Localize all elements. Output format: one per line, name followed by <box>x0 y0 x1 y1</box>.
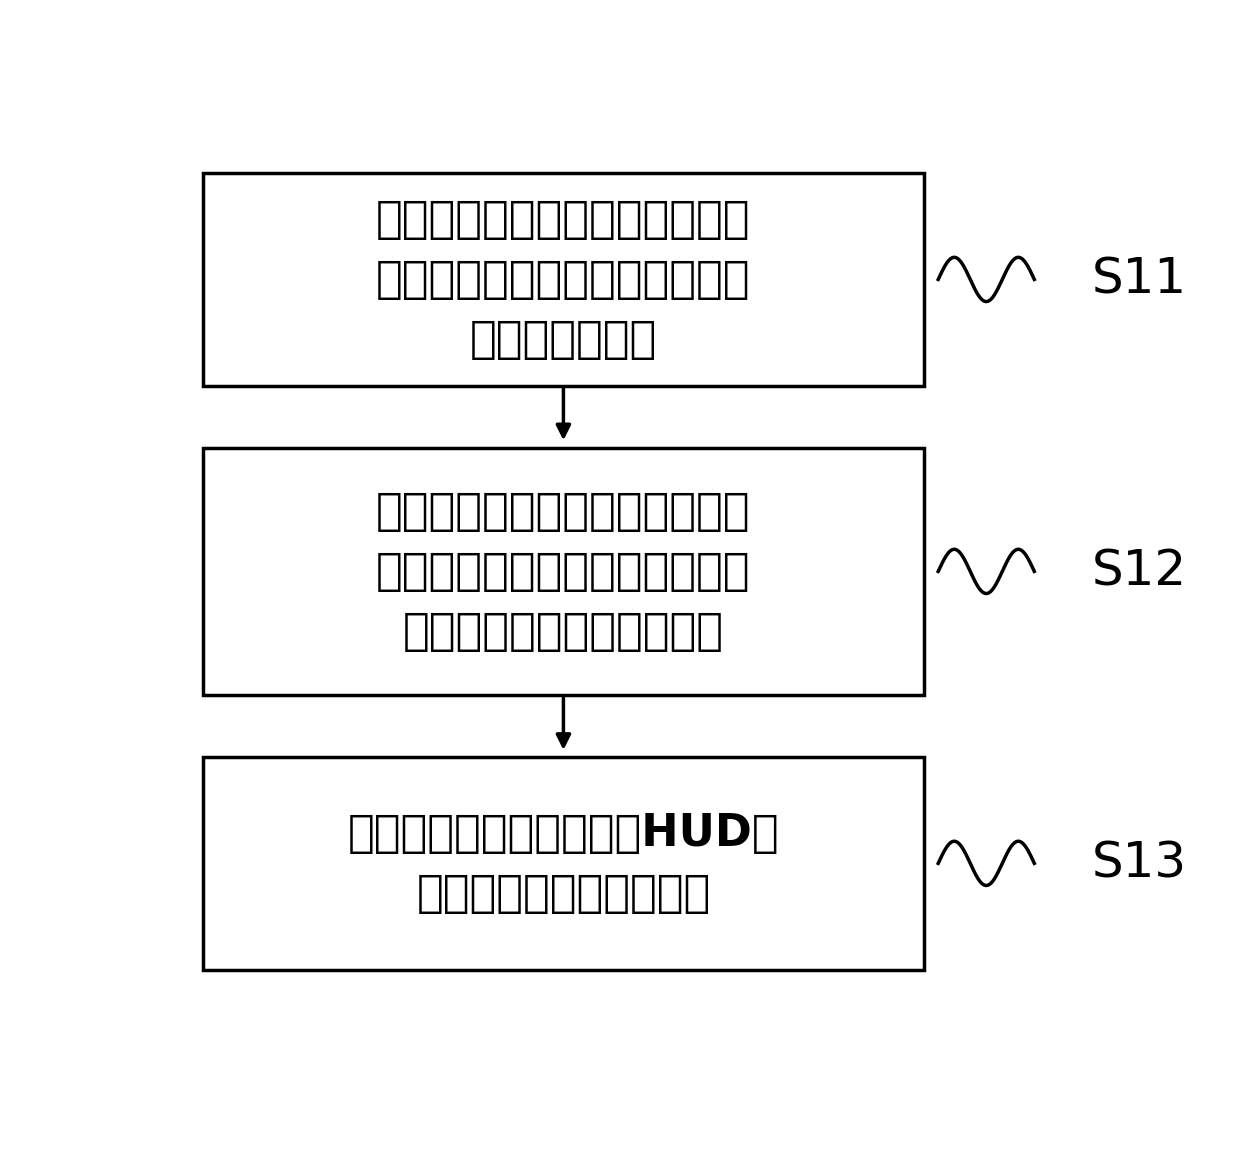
Bar <box>203 757 924 970</box>
Text: S13: S13 <box>1092 840 1187 887</box>
Text: S11: S11 <box>1092 255 1187 303</box>
Text: 获取身份信息，将所述身份信息
与设置好的界面设置信息关联并
储存至数据库中: 获取身份信息，将所述身份信息 与设置好的界面设置信息关联并 储存至数据库中 <box>376 198 750 361</box>
Text: 根据所述界面设置信息对HUD上
显示的车辆信息进行调节: 根据所述界面设置信息对HUD上 显示的车辆信息进行调节 <box>347 812 779 915</box>
Bar <box>203 447 924 695</box>
Text: S12: S12 <box>1092 547 1187 595</box>
Bar <box>203 173 924 386</box>
Text: 当检测到所述身份信息时，从所
述数据库中获取与所述身份信息
相匹配的所述界面设置信息: 当检测到所述身份信息时，从所 述数据库中获取与所述身份信息 相匹配的所述界面设置… <box>376 489 750 653</box>
